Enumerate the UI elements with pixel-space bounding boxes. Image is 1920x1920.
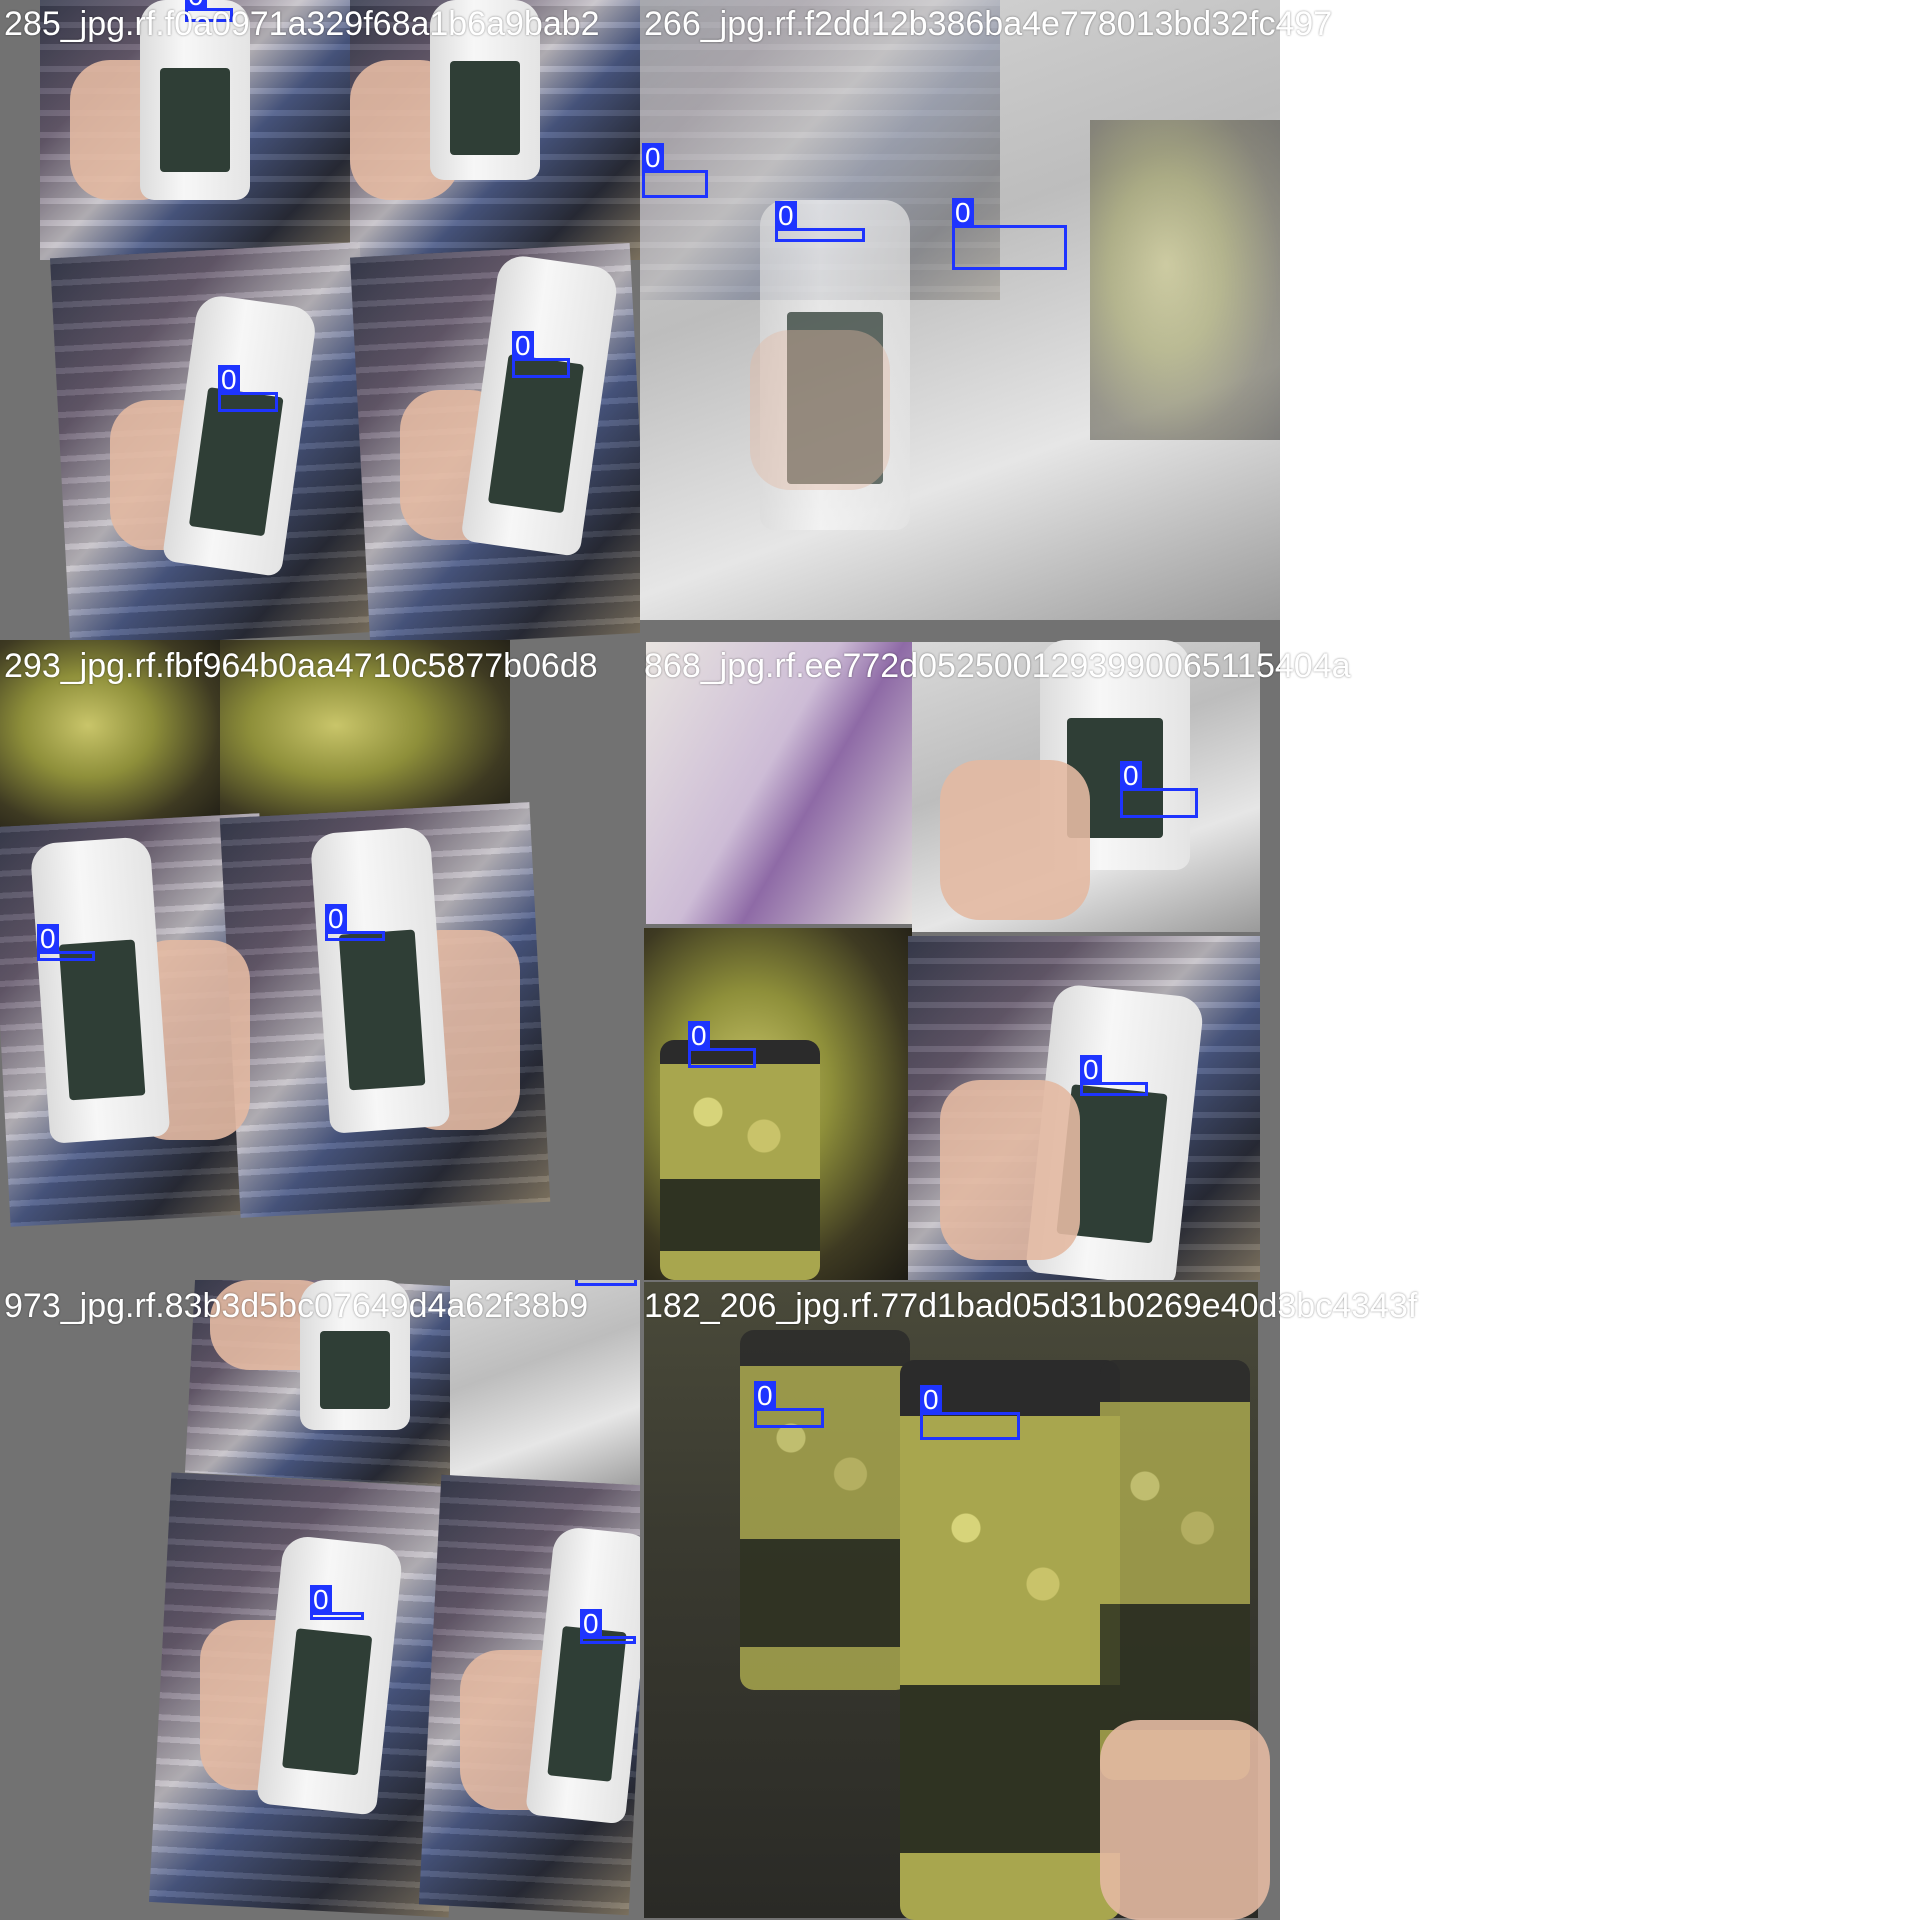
bounding-box: 0 [775,201,865,242]
class-label: 0 [952,198,974,228]
bounding-box: 0 [952,198,1067,270]
bounding-box: 0 [218,365,278,412]
photo-quadrant [0,640,220,830]
bounding-box: 0 [185,0,233,22]
bounding-box: 0 [512,331,570,378]
bounding-box: 0 [580,1609,636,1644]
mouthwash-bottle [29,836,171,1144]
mouthwash-bottle [760,200,910,530]
class-label: 0 [754,1381,776,1411]
class-label: 0 [310,1585,332,1615]
bounding-box: 0 [688,1021,756,1068]
class-label: 0 [580,1609,602,1639]
class-label: 0 [512,331,534,361]
tile-filename: 285_jpg.rf.f0a0971a329f68a1b6a9bab2 [4,5,600,43]
photo-quadrant [450,1280,640,1490]
tile-filename: 182_206_jpg.rf.77d1bad05d31b0269e40d3bc4… [644,1287,1418,1325]
mouthwash-bottle [309,826,451,1134]
photo-quadrant [646,642,914,924]
class-label: 0 [688,1021,710,1051]
class-label: 0 [1080,1055,1102,1085]
mosaic-tile-2: 0 0 0 [640,0,1280,640]
mouthwash-bottle [140,0,250,200]
photo-quadrant [220,640,510,830]
bounding-box: 0 [754,1381,824,1428]
mosaic-tile-3: 0 0 [0,640,640,1280]
class-label: 0 [775,201,797,231]
bounding-box: 0 [575,1280,637,1286]
class-label: 0 [920,1385,942,1415]
bounding-box: 0 [920,1385,1020,1440]
hand [750,330,890,490]
mosaic-tile-1: 0 0 0 [0,0,640,640]
class-label: 0 [37,924,59,954]
class-label: 0 [325,904,347,934]
tile-filename: 973_jpg.rf.83b3d5bc07649d4a62f38b9 [4,1287,589,1325]
mouthwash-bottle [300,1280,410,1430]
hand [1100,1720,1270,1920]
class-label: 0 [185,0,207,11]
hand [940,1080,1080,1260]
olive-jar [900,1360,1120,1920]
bounding-box: 0 [1080,1055,1148,1096]
photo-quadrant [1090,120,1280,440]
tile-filename: 293_jpg.rf.fbf964b0aa4710c5877b06d8 [4,647,598,685]
hand [940,760,1090,920]
bounding-box: 0 [37,924,95,961]
mosaic-tile-5: 0 0 0 [0,1280,640,1920]
bounding-box: 0 [310,1585,364,1620]
olive-jar [1100,1360,1250,1780]
olive-jar [660,1040,820,1280]
tile-filename: 868_jpg.rf.ee772d0525001293990065115404a [644,647,1351,685]
bounding-box: 0 [1120,761,1198,818]
tile-filename: 266_jpg.rf.f2dd12b386ba4e778013bd32fc497 [644,5,1333,43]
mosaic-tile-6: 0 0 [640,1280,1280,1920]
photo-quadrant [640,0,1280,620]
mouthwash-bottle [430,0,540,180]
mosaic-tile-4: 0 0 0 [640,640,1280,1280]
class-label: 0 [642,143,664,173]
bounding-box: 0 [325,904,385,941]
class-label: 0 [1120,761,1142,791]
bounding-box: 0 [642,143,708,198]
class-label: 0 [218,365,240,395]
